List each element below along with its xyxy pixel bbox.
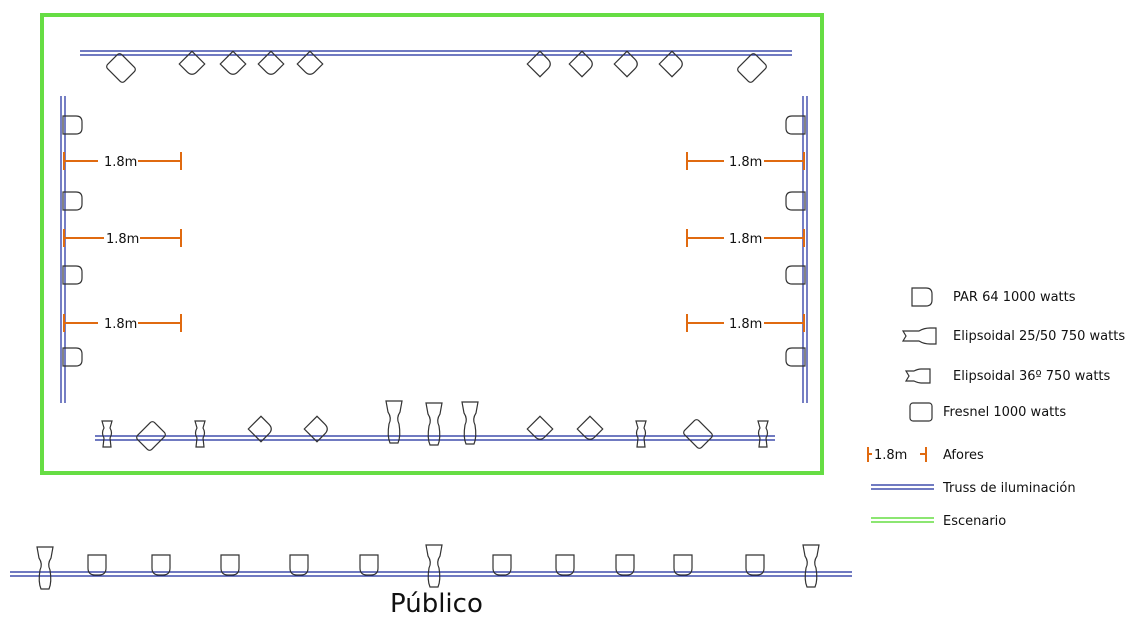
elipsoidal-25-50-icon [802, 544, 820, 588]
afore-icon [867, 447, 927, 462]
elipsoidal-25-50-icon [901, 327, 937, 345]
elipsoidal-25-50-icon [36, 546, 54, 590]
afore-label: 1.8m [729, 155, 762, 170]
par64-icon [219, 50, 247, 75]
elipsoidal-25-50-icon [461, 401, 479, 445]
par64-icon [62, 347, 83, 367]
legend-truss-label: Truss de iluminación [942, 481, 1076, 496]
legend-par64-label: PAR 64 1000 watts [953, 290, 1076, 305]
legend-fresnel-label: Fresnel 1000 watts [943, 405, 1066, 420]
par64-icon [220, 554, 240, 576]
legend-afores-label: Afores [943, 448, 984, 463]
legend-elip36: Elipsoidal 36º 750 watts [904, 368, 1111, 384]
legend-elip36-label: Elipsoidal 36º 750 watts [953, 369, 1111, 384]
bottom-fixtures [101, 400, 769, 451]
afores-left-2: 1.8m [63, 229, 182, 247]
elipsoidal-25-50-icon [385, 400, 403, 444]
fresnel-icon [737, 53, 767, 83]
par64-icon [785, 115, 806, 135]
fresnel-icon [136, 421, 166, 451]
afores-left-3: 1.8m [63, 314, 182, 332]
fresnel-icon [909, 402, 933, 422]
left-fixtures [62, 115, 83, 367]
top-fixtures [106, 50, 767, 83]
audience-label: Público [390, 589, 483, 619]
truss-right [802, 96, 808, 403]
par64-icon [658, 50, 683, 78]
legend-elip2550-label: Elipsoidal 25/50 750 watts [953, 329, 1125, 344]
par64-icon [178, 50, 206, 75]
truss-bottom [95, 435, 775, 441]
afore-label: 1.8m [106, 232, 139, 247]
afores-left-1: 1.8m [63, 152, 182, 170]
legend-stage-label: Escenario [943, 514, 1006, 529]
par64-icon [785, 191, 806, 211]
afore-label: 1.8m [104, 317, 137, 332]
legend-par64: PAR 64 1000 watts [911, 287, 1076, 307]
truss-top [80, 50, 792, 56]
elipsoidal-25-50-icon [425, 544, 443, 588]
par64-icon [303, 415, 328, 443]
afores-right-1: 1.8m [686, 152, 805, 170]
fresnel-icon [106, 53, 136, 83]
legend-afores: 1.8m Afores [867, 447, 984, 463]
par64-icon [359, 554, 379, 576]
elipsoidal-36-icon [101, 420, 113, 448]
par64-icon [673, 554, 693, 576]
elipsoidal-36-icon [635, 420, 647, 448]
stage-icon [871, 517, 934, 523]
par64-icon [526, 415, 554, 440]
par64-icon [576, 415, 604, 440]
par64-icon [247, 415, 272, 443]
par64-icon [151, 554, 171, 576]
par64-icon [257, 50, 285, 75]
par64-icon [745, 554, 765, 576]
legend-elip2550: Elipsoidal 25/50 750 watts [901, 327, 1125, 345]
par64-icon [492, 554, 512, 576]
elipsoidal-36-icon [904, 368, 931, 384]
truss-icon [871, 484, 934, 490]
afore-label: 1.8m [729, 317, 762, 332]
par64-icon [62, 191, 83, 211]
legend-afore-value: 1.8m [874, 448, 907, 463]
legend-truss: Truss de iluminación [871, 481, 1076, 496]
stage-outline [40, 13, 824, 475]
par64-icon [613, 50, 638, 78]
par64-icon [526, 50, 551, 78]
truss-audience [10, 571, 852, 577]
par64-icon [555, 554, 575, 576]
right-fixtures [785, 115, 806, 367]
afores-right-2: 1.8m [686, 229, 805, 247]
elipsoidal-36-icon [194, 420, 206, 448]
par64-icon [62, 265, 83, 285]
afore-label: 1.8m [104, 155, 137, 170]
legend: PAR 64 1000 watts Elipsoidal 25/50 750 w… [867, 287, 1125, 529]
par64-icon [568, 50, 593, 78]
par64-icon [289, 554, 309, 576]
par64-icon [62, 115, 83, 135]
elipsoidal-25-50-icon [425, 402, 443, 446]
afore-label: 1.8m [729, 232, 762, 247]
truss-left [60, 96, 66, 403]
par64-icon [785, 265, 806, 285]
fresnel-icon [683, 419, 713, 449]
par64-icon [87, 554, 107, 576]
elipsoidal-36-icon [757, 420, 769, 448]
audience-fixtures [36, 544, 820, 590]
par64-icon [296, 50, 324, 75]
legend-fresnel: Fresnel 1000 watts [909, 402, 1066, 422]
afores-right-3: 1.8m [686, 314, 805, 332]
legend-stage: Escenario [871, 514, 1006, 529]
par64-icon [911, 287, 933, 307]
par64-icon [615, 554, 635, 576]
par64-icon [785, 347, 806, 367]
